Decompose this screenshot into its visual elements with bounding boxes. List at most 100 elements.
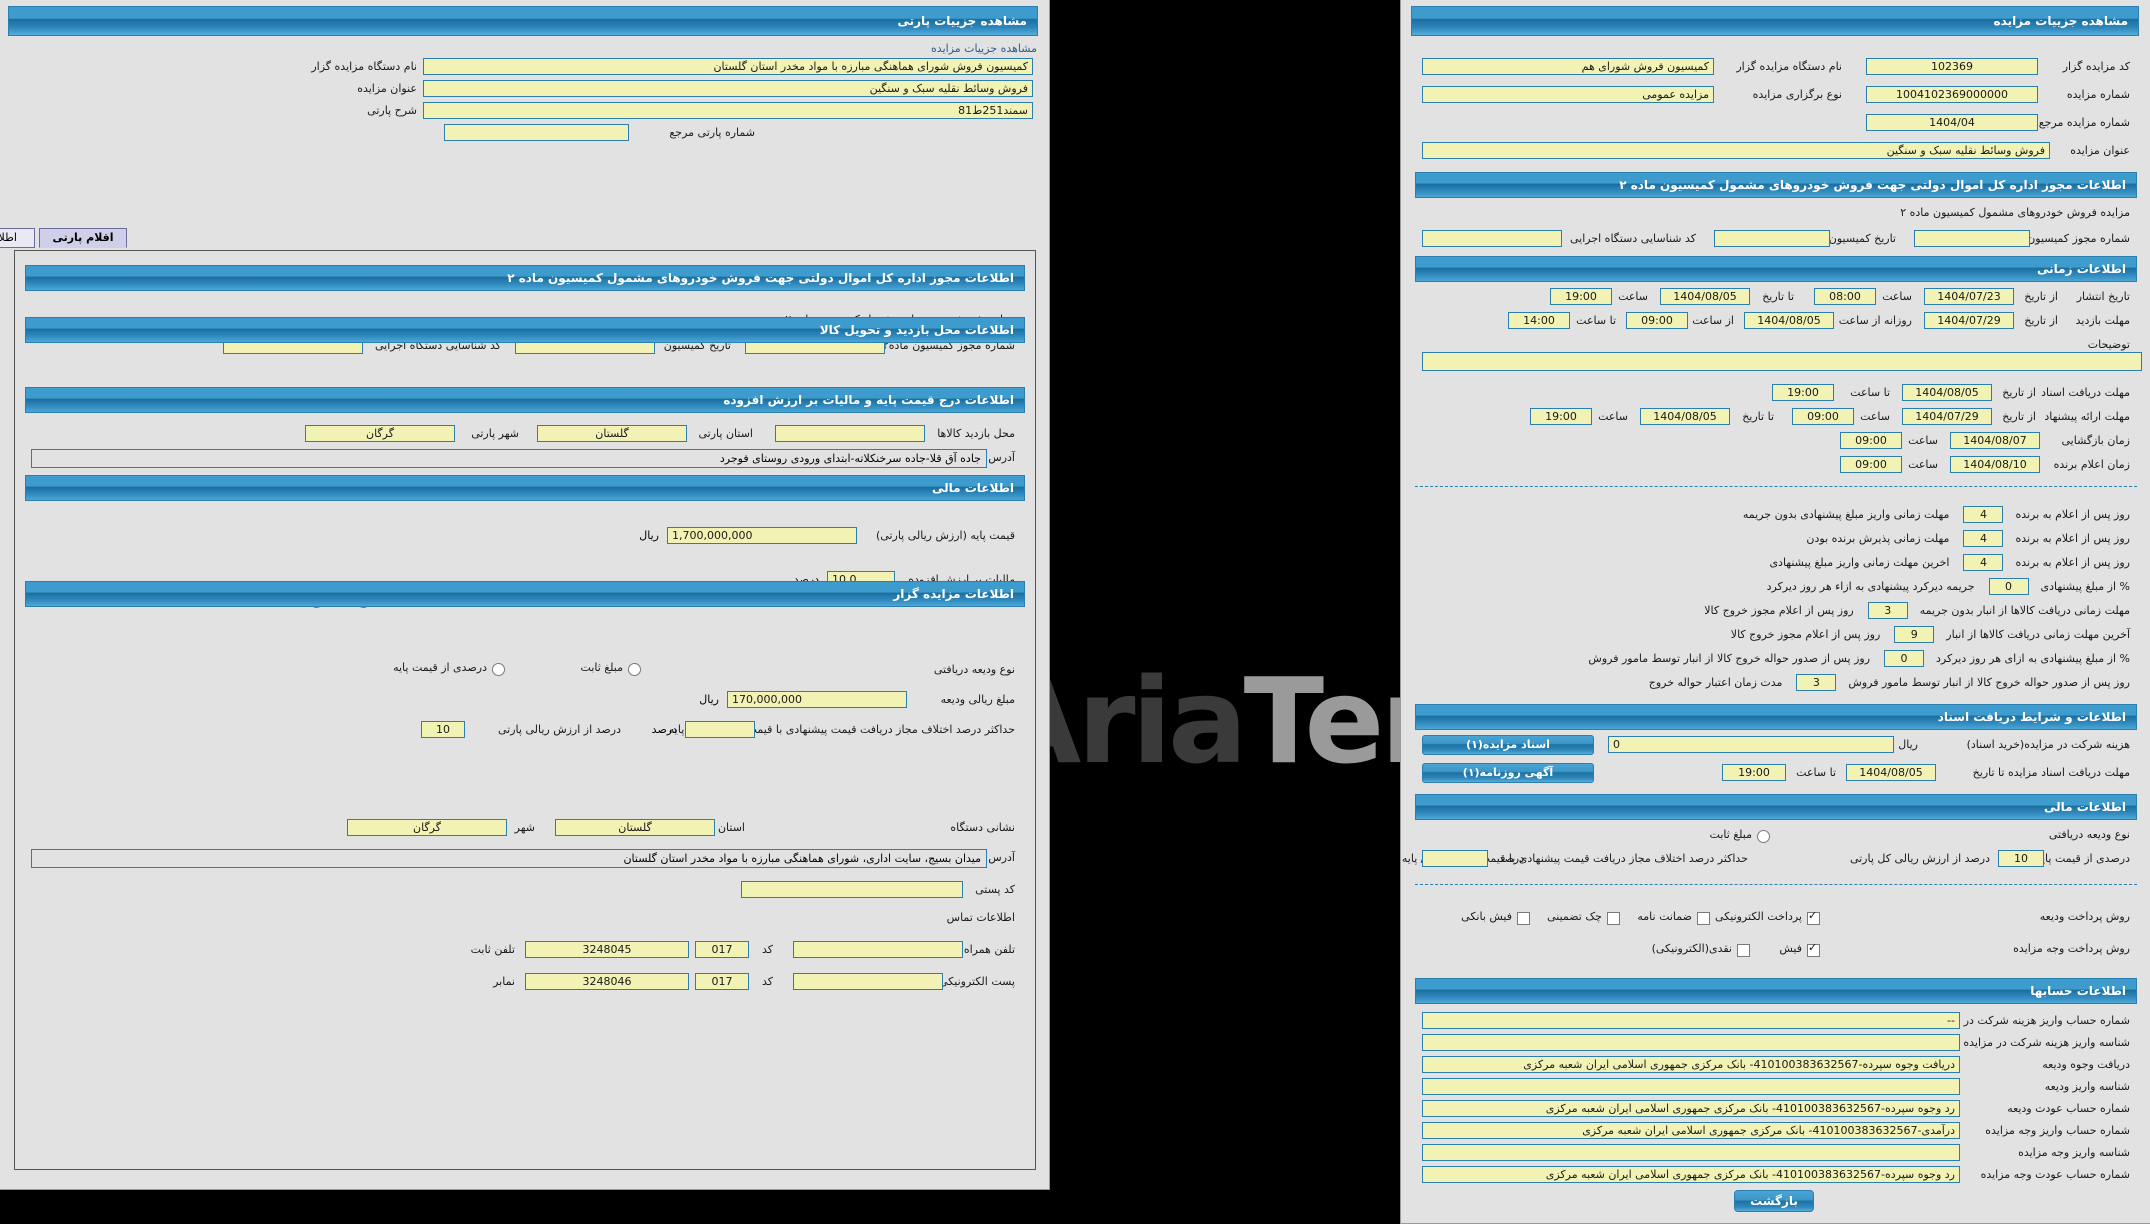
r-auction-type-value[interactable]: مزایده عمومی bbox=[1422, 86, 1714, 103]
deposit-method-checkbox-2[interactable] bbox=[1607, 912, 1620, 925]
r-offer-to-date[interactable]: 1404/08/05 bbox=[1640, 408, 1730, 425]
account-value-1[interactable] bbox=[1422, 1034, 1960, 1051]
r-notes-value[interactable] bbox=[1422, 352, 2142, 371]
mobile-value[interactable] bbox=[793, 941, 963, 958]
r-offer-from-time[interactable]: 09:00 bbox=[1792, 408, 1854, 425]
rial-deposit-value[interactable]: 170,000,000 bbox=[727, 691, 907, 708]
max-diff-value[interactable] bbox=[685, 721, 755, 738]
party-city-value[interactable]: گرگان bbox=[305, 425, 455, 442]
auction-title-value[interactable]: فروش وسائط نقلیه سبک و سنگین bbox=[423, 80, 1033, 97]
account-value-7[interactable]: رد وجوه سپرده-410100383632567- بانک مرکز… bbox=[1422, 1166, 1960, 1183]
r-winner-date[interactable]: 1404/08/10 bbox=[1950, 456, 2040, 473]
newspaper-ad-button[interactable]: آگهی روزنامه(۱) bbox=[1422, 763, 1594, 783]
account-label-5: شماره حساب واریز وجه مزایده bbox=[1985, 1124, 2130, 1137]
deadline-unit-2: روز پس از اعلام به برنده bbox=[2015, 556, 2130, 569]
deadline-value-1[interactable]: 4 bbox=[1963, 530, 2004, 547]
account-value-3[interactable] bbox=[1422, 1078, 1960, 1095]
deadline-value-5[interactable]: 9 bbox=[1894, 626, 1935, 643]
deadline-value-2[interactable]: 4 bbox=[1963, 554, 2004, 571]
email-value[interactable] bbox=[793, 973, 943, 990]
r-auction-number-value[interactable]: 1004102369000000 bbox=[1866, 86, 2038, 103]
section-financial-header: اطلاعات مالی bbox=[25, 475, 1025, 501]
account-value-0[interactable]: -- bbox=[1422, 1012, 1960, 1029]
auctioneer-name-value[interactable]: کمیسیون فروش شورای هماهنگی مبارزه با موا… bbox=[423, 58, 1033, 75]
seller-city-value[interactable]: گرگان bbox=[347, 819, 507, 836]
r-visit-to-date[interactable]: 1404/08/05 bbox=[1744, 312, 1834, 329]
r-winner-time[interactable]: 09:00 bbox=[1840, 456, 1902, 473]
postal-code-value[interactable] bbox=[741, 881, 963, 898]
fax-value[interactable]: 3248046 bbox=[525, 973, 689, 990]
deposit-radio-fixed[interactable] bbox=[628, 663, 641, 676]
deadline-value-6[interactable]: 0 bbox=[1884, 650, 1925, 667]
account-value-5[interactable]: درآمدی-410100383632567- بانک مرکزی جمهور… bbox=[1422, 1122, 1960, 1139]
r-docs-deadline-time[interactable]: 19:00 bbox=[1722, 764, 1786, 781]
label-r-auction-title: عنوان مزایده bbox=[2070, 144, 2130, 157]
r-publish-to-time[interactable]: 19:00 bbox=[1550, 288, 1612, 305]
deadline-value-7[interactable]: 3 bbox=[1796, 674, 1837, 691]
r-max-diff-value[interactable] bbox=[1422, 850, 1488, 867]
r-auctioneer-code-value[interactable]: 102369 bbox=[1866, 58, 2038, 75]
r-doc-to-time[interactable]: 19:00 bbox=[1772, 384, 1834, 401]
deposit-method-checkbox-0[interactable] bbox=[1807, 910, 1820, 925]
r-commission-date-value[interactable] bbox=[1714, 230, 1830, 247]
r-label-doc-receipt: مهلت دریافت اسناد bbox=[2041, 386, 2130, 399]
deposit-method-checkbox-1[interactable] bbox=[1697, 912, 1710, 925]
auction-method-checkbox-0[interactable] bbox=[1807, 942, 1820, 957]
r-auction-title-value[interactable]: فروش وسائط نقلیه سبک و سنگین bbox=[1422, 142, 2050, 159]
visit-place-value[interactable] bbox=[775, 425, 925, 442]
deposit-method-checkbox-3[interactable] bbox=[1517, 912, 1530, 925]
r-docs-deadline-date[interactable]: 1404/08/05 bbox=[1846, 764, 1936, 781]
account-value-2[interactable]: دریافت وجوه سپرده-410100383632567- بانک … bbox=[1422, 1056, 1960, 1073]
r-permit-number-value[interactable] bbox=[1914, 230, 2030, 247]
r-deposit-percent-value[interactable]: 10 bbox=[1998, 850, 2044, 867]
deposit-radio-percent[interactable] bbox=[492, 663, 505, 676]
r-publish-to-date[interactable]: 1404/08/05 bbox=[1660, 288, 1750, 305]
label-device-address: نشانی دستگاه bbox=[950, 821, 1015, 834]
phone-value[interactable]: 3248045 bbox=[525, 941, 689, 958]
r-deposit-radio-fixed[interactable] bbox=[1757, 830, 1770, 843]
tab-party-items[interactable]: اقلام پارتی bbox=[39, 228, 127, 248]
r-label-max-diff: حداکثر درصد اختلاف مجاز دریافت قیمت پیشن… bbox=[1401, 852, 1748, 865]
deadline-value-4[interactable]: 3 bbox=[1867, 602, 1908, 619]
r-visit-from-time[interactable]: 09:00 bbox=[1626, 312, 1688, 329]
r-label-docs-deadline-to: تا ساعت bbox=[1796, 766, 1836, 779]
r-label-visit-to-time: تا ساعت bbox=[1576, 314, 1616, 327]
label-rial-deposit: مبلغ ریالی ودیعه bbox=[940, 693, 1015, 706]
auction-documents-button[interactable]: اسناد مزایده(۱) bbox=[1422, 735, 1594, 755]
r-label-visit-from-time: از ساعت bbox=[1692, 314, 1734, 327]
r-fee-value[interactable]: 0 bbox=[1608, 736, 1894, 753]
r-publish-time[interactable]: 08:00 bbox=[1814, 288, 1876, 305]
deadline-value-3[interactable]: 0 bbox=[1988, 578, 2029, 595]
r-publish-from-date[interactable]: 1404/07/23 bbox=[1924, 288, 2014, 305]
auction-method-checkbox-1[interactable] bbox=[1737, 944, 1750, 957]
deadline-value-0[interactable]: 4 bbox=[1963, 506, 2004, 523]
seller-province-value[interactable]: گلستان bbox=[555, 819, 715, 836]
deadline-unit-7: روز پس از صدور حواله خروج کالا از انبار … bbox=[1848, 676, 2130, 689]
party-province-value[interactable]: گلستان bbox=[537, 425, 687, 442]
r-offer-to-time[interactable]: 19:00 bbox=[1530, 408, 1592, 425]
deadline-label-0: مهلت زمانی واریز مبلغ پیشنهادی بدون جریم… bbox=[1742, 508, 1950, 521]
label-fax: نمابر bbox=[493, 975, 515, 988]
phone-code-value[interactable]: 017 bbox=[695, 941, 749, 958]
base-price-value[interactable]: 1,700,000,000 bbox=[667, 527, 857, 544]
r-exec-code-value[interactable] bbox=[1422, 230, 1562, 247]
r-opening-time[interactable]: 09:00 bbox=[1840, 432, 1902, 449]
deadline-label-3: جریمه دیرکرد پیشنهادی به ازاء هر روز دیر… bbox=[1766, 580, 1975, 593]
r-offer-from-date[interactable]: 1404/07/29 bbox=[1902, 408, 1992, 425]
r-reference-value[interactable]: 1404/04 bbox=[1866, 114, 2038, 131]
tab-additional-info[interactable]: اطلاعات تکمیلی bbox=[0, 228, 35, 248]
r-opening-date[interactable]: 1404/08/07 bbox=[1950, 432, 2040, 449]
reference-party-number-value[interactable] bbox=[444, 124, 629, 141]
auction-method-label-1: نقدی(الکترونیکی) bbox=[1651, 942, 1732, 955]
fax-code-value[interactable]: 017 bbox=[695, 973, 749, 990]
r-auctioneer-name-value[interactable]: کمیسیون فروش شورای هم bbox=[1422, 58, 1714, 75]
deposit-percent-value[interactable]: 10 bbox=[421, 721, 465, 738]
account-value-6[interactable] bbox=[1422, 1144, 1960, 1161]
r-visit-from-date[interactable]: 1404/07/29 bbox=[1924, 312, 2014, 329]
r-doc-from-date[interactable]: 1404/08/05 bbox=[1902, 384, 1992, 401]
account-value-4[interactable]: رد وجوه سپرده-410100383632567- بانک مرکز… bbox=[1422, 1100, 1960, 1117]
r-visit-to-time[interactable]: 14:00 bbox=[1508, 312, 1570, 329]
party-description-value[interactable]: سمند251ط81 bbox=[423, 102, 1033, 119]
deposit-method-label-1: ضمانت نامه bbox=[1637, 910, 1692, 923]
back-button[interactable]: بازگشت bbox=[1734, 1190, 1814, 1212]
